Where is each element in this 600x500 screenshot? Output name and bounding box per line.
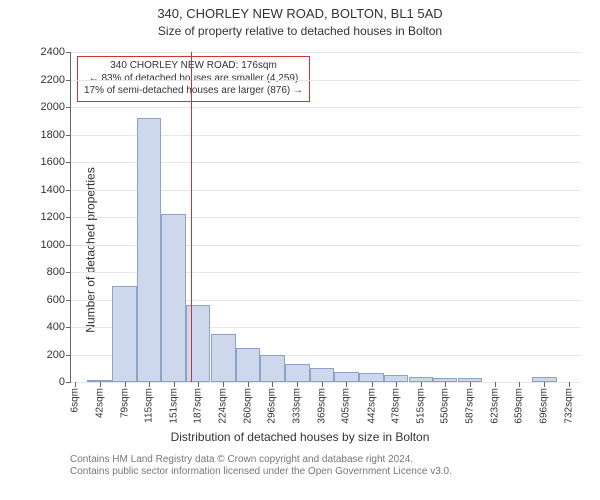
annotation-line-1: 340 CHORLEY NEW ROAD: 176sqm (84, 60, 303, 73)
x-tick (322, 382, 323, 387)
histogram-bar (236, 348, 260, 382)
x-tick-label: 296sqm (267, 388, 278, 424)
x-tick-label: 260sqm (242, 388, 253, 424)
x-tick-label: 515sqm (416, 388, 427, 424)
x-axis-label: Distribution of detached houses by size … (0, 430, 600, 444)
x-tick-label: 224sqm (218, 388, 229, 424)
x-tick (125, 382, 126, 387)
x-tick-label: 42sqm (94, 388, 105, 418)
x-tick (519, 382, 520, 387)
y-tick-label: 0 (59, 376, 71, 388)
histogram-bar (211, 334, 235, 382)
histogram-bar (137, 118, 161, 382)
y-tick-label: 200 (47, 349, 71, 361)
histogram-bar (112, 286, 136, 382)
x-tick-label: 478sqm (391, 388, 402, 424)
y-tick-label: 800 (47, 266, 71, 278)
histogram-bar (161, 214, 185, 382)
x-tick (100, 382, 101, 387)
y-tick-label: 600 (47, 294, 71, 306)
x-tick (346, 382, 347, 387)
x-tick (297, 382, 298, 387)
x-tick (223, 382, 224, 387)
x-tick-label: 732sqm (563, 388, 574, 424)
x-tick-label: 696sqm (539, 388, 550, 424)
x-tick-label: 623sqm (489, 388, 500, 424)
y-tick-label: 1600 (41, 156, 71, 168)
page-title: 340, CHORLEY NEW ROAD, BOLTON, BL1 5AD (0, 6, 600, 21)
histogram-bar (310, 368, 334, 382)
x-tick (272, 382, 273, 387)
page: 340, CHORLEY NEW ROAD, BOLTON, BL1 5AD S… (0, 0, 600, 500)
x-tick-label: 115sqm (144, 388, 155, 423)
histogram-bar (334, 372, 358, 382)
gridline (71, 107, 581, 108)
y-tick-label: 2200 (41, 74, 71, 86)
x-tick (421, 382, 422, 387)
annotation-line-3: 17% of semi-detached houses are larger (… (84, 85, 303, 98)
histogram-bar (285, 364, 309, 382)
histogram-bar (260, 355, 284, 383)
gridline (71, 382, 581, 383)
x-tick (248, 382, 249, 387)
x-tick-label: 151sqm (168, 388, 179, 424)
x-tick-label: 333sqm (292, 388, 303, 424)
histogram-bar (359, 373, 383, 382)
y-tick-label: 2000 (41, 101, 71, 113)
gridline (71, 80, 581, 81)
x-tick-label: 369sqm (316, 388, 327, 424)
footer-line-2: Contains public sector information licen… (70, 466, 452, 478)
footer-attribution: Contains HM Land Registry data © Crown c… (70, 454, 452, 478)
footer-line-1: Contains HM Land Registry data © Crown c… (70, 454, 452, 466)
x-tick-label: 550sqm (440, 388, 451, 424)
x-tick-label: 79sqm (119, 388, 130, 418)
gridline (71, 52, 581, 53)
x-tick (372, 382, 373, 387)
x-tick (445, 382, 446, 387)
x-tick (396, 382, 397, 387)
y-tick-label: 400 (47, 321, 71, 333)
y-tick-label: 1800 (41, 129, 71, 141)
x-tick (470, 382, 471, 387)
y-tick-label: 1200 (41, 211, 71, 223)
x-tick (149, 382, 150, 387)
y-tick-label: 1400 (41, 184, 71, 196)
y-tick-label: 2400 (41, 46, 71, 58)
x-tick (198, 382, 199, 387)
x-tick (495, 382, 496, 387)
x-tick-label: 587sqm (465, 388, 476, 424)
x-tick-label: 442sqm (366, 388, 377, 424)
histogram-bar (384, 375, 408, 382)
x-tick-label: 659sqm (514, 388, 525, 424)
x-tick (75, 382, 76, 387)
x-tick-label: 405sqm (341, 388, 352, 424)
x-tick-label: 6sqm (70, 388, 81, 412)
x-tick (569, 382, 570, 387)
x-tick-label: 187sqm (193, 388, 204, 424)
histogram-bar (186, 305, 210, 382)
page-subtitle: Size of property relative to detached ho… (0, 24, 600, 38)
property-marker-line (191, 52, 192, 382)
y-tick-label: 1000 (41, 239, 71, 251)
histogram-plot: 340 CHORLEY NEW ROAD: 176sqm ← 83% of de… (70, 52, 581, 383)
x-tick (174, 382, 175, 387)
x-tick (544, 382, 545, 387)
